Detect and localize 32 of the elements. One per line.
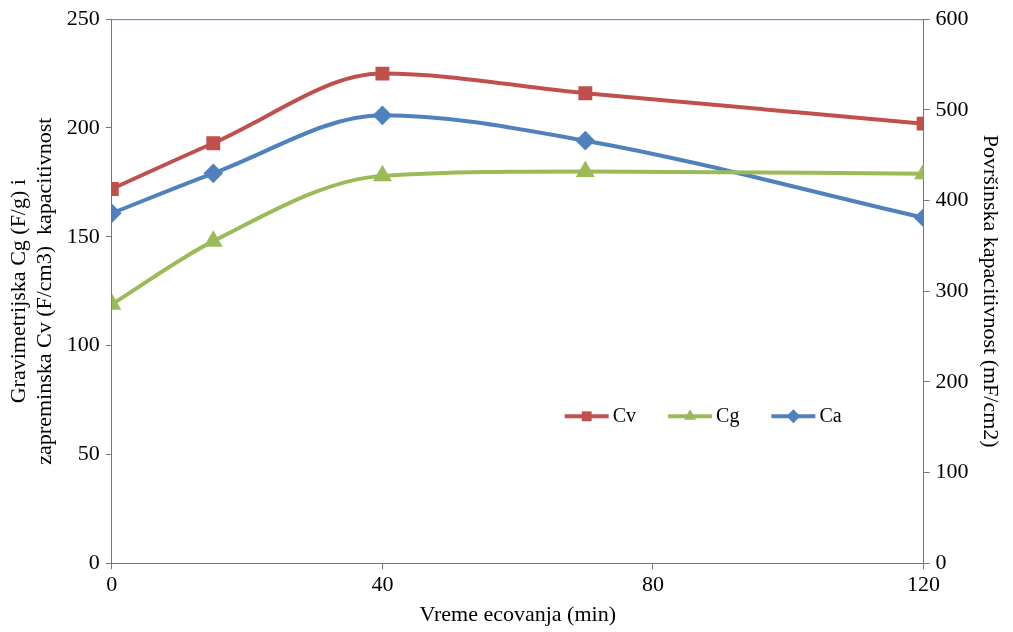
point <box>206 136 221 151</box>
legend-label: Cv <box>612 403 637 426</box>
y-tick-label: 100 <box>66 331 100 357</box>
y2-axis-title: Površinska kapacitivnost (mF/cm2) <box>979 134 1005 448</box>
y2-tick-label: 500 <box>935 95 969 121</box>
point <box>204 164 223 183</box>
x-tick-label: 0 <box>106 571 118 597</box>
y-axis-title: Gravimetrijska Cg (F/g) i zapreminska Cv (F/cm3) kapacitivnost <box>4 117 57 465</box>
y-tick-label: 150 <box>66 222 100 248</box>
point <box>576 131 595 150</box>
x-axis-title: Vreme ecovanja (min) <box>419 600 616 626</box>
point <box>373 164 392 182</box>
y-tick-label: 250 <box>66 4 100 30</box>
x-tick-label: 40 <box>371 571 394 597</box>
y-tick-label: 0 <box>88 548 100 574</box>
y2-tick-label: 400 <box>935 186 969 212</box>
x-tick-label: 120 <box>907 571 941 597</box>
point <box>576 160 595 178</box>
y2-tick-label: 0 <box>935 548 947 574</box>
y-tick-label: 200 <box>66 113 100 139</box>
legend-label: Ca <box>819 403 842 426</box>
point <box>205 232 222 247</box>
y2-tick-label: 300 <box>935 276 969 302</box>
y2-tick-label: 100 <box>935 458 969 484</box>
y2-tick-label: 600 <box>935 4 969 30</box>
point <box>578 86 593 101</box>
y2-tick-label: 200 <box>935 367 969 393</box>
legend-label: Cg <box>716 403 740 427</box>
y-tick-label: 50 <box>77 440 100 466</box>
x-tick-label: 80 <box>642 571 664 597</box>
point <box>373 106 392 125</box>
point <box>375 66 390 81</box>
